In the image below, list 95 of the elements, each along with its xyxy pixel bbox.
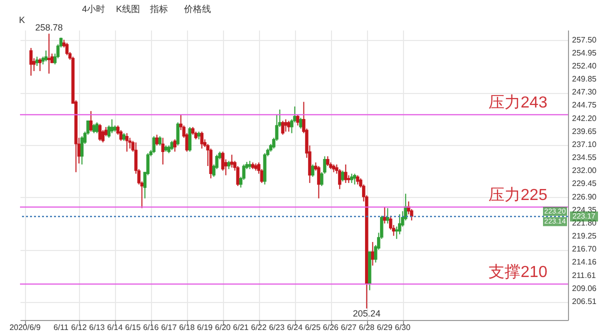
candlestick bbox=[95, 122, 99, 134]
candlestick bbox=[299, 117, 302, 130]
candlestick bbox=[281, 120, 284, 136]
candlestick bbox=[326, 156, 330, 167]
candlestick bbox=[338, 168, 342, 190]
candlestick bbox=[44, 50, 48, 62]
annotation: 258.78 bbox=[35, 22, 63, 33]
x-tick-label: 2020/6/9 bbox=[9, 323, 42, 332]
candlestick bbox=[128, 137, 132, 150]
candlestick bbox=[38, 58, 42, 72]
y-tick-label: 226.90 bbox=[572, 192, 598, 202]
candlestick bbox=[98, 123, 102, 142]
y-tick-label: 237.10 bbox=[572, 140, 598, 149]
y-tick-label: 247.30 bbox=[572, 88, 598, 97]
candlestick bbox=[161, 137, 164, 165]
candlestick bbox=[65, 42, 69, 56]
text: 指标 bbox=[149, 4, 168, 14]
candlestick bbox=[230, 154, 234, 168]
x-tick-label: 6/20 bbox=[215, 323, 232, 332]
y-tick-label: 242.20 bbox=[572, 114, 598, 123]
candlestick bbox=[371, 241, 374, 266]
y-tick-label: 214.16 bbox=[572, 258, 598, 267]
candlestick bbox=[398, 214, 402, 235]
candlestick bbox=[311, 164, 314, 178]
text: 价格线 bbox=[183, 4, 211, 14]
x-tick-label: 6/27 bbox=[340, 323, 358, 332]
y-tick-label: 206.51 bbox=[572, 296, 598, 306]
annotation: 205.24 bbox=[352, 308, 380, 319]
candlestick bbox=[92, 123, 96, 134]
candlestick bbox=[386, 208, 390, 224]
x-tick-label: 6/19 bbox=[197, 323, 214, 332]
y-tick-label: 254.95 bbox=[572, 48, 598, 58]
x-tick-label: 6/17 bbox=[161, 323, 178, 332]
y-tick-label: 234.55 bbox=[572, 153, 598, 162]
candlestick bbox=[152, 136, 156, 154]
x-tick-label: 6/18 bbox=[179, 323, 196, 332]
candlestick bbox=[170, 140, 174, 151]
x-tick-label: 6/13 bbox=[89, 323, 106, 332]
candlestick bbox=[125, 132, 129, 152]
candlestick bbox=[35, 56, 39, 66]
y-tick-label: 232.00 bbox=[572, 166, 598, 176]
x-tick-label: 6/30 bbox=[394, 323, 411, 332]
y-tick-label: 219.25 bbox=[572, 232, 598, 241]
candlestick bbox=[200, 131, 204, 150]
y-tick-label: 244.75 bbox=[572, 100, 598, 110]
candlestick bbox=[317, 166, 320, 199]
x-tick-label: 6/22 bbox=[250, 323, 268, 332]
x-tick-label: 6/15 bbox=[125, 323, 142, 332]
y-tick-label: 239.65 bbox=[572, 126, 598, 136]
candlestick bbox=[80, 136, 84, 165]
y-tick-label: 211.61 bbox=[572, 270, 596, 280]
text: 4小时 bbox=[82, 4, 106, 14]
y-tick-label: 252.40 bbox=[572, 61, 598, 70]
candlestick bbox=[209, 148, 212, 179]
candlestick bbox=[221, 151, 224, 172]
candlestick bbox=[89, 110, 93, 132]
ref-line-label: 压力225 bbox=[488, 186, 548, 204]
candlestick bbox=[356, 174, 360, 185]
candlestick bbox=[158, 136, 162, 146]
candlestick bbox=[188, 126, 192, 152]
y-tick-label: 229.45 bbox=[572, 179, 598, 188]
text: K线图 bbox=[116, 4, 140, 14]
y-tick-label: 216.70 bbox=[572, 244, 598, 254]
x-tick-label: 6/29 bbox=[376, 323, 393, 332]
candlestick bbox=[395, 226, 398, 240]
x-tick-label: 6/24 bbox=[286, 323, 304, 332]
x-tick-label: 6/26 bbox=[322, 323, 340, 332]
x-tick-label: 6/28 bbox=[358, 323, 376, 332]
candlestick bbox=[176, 122, 180, 146]
candlestick bbox=[29, 47, 33, 76]
candlestick bbox=[353, 173, 356, 185]
candlestick bbox=[119, 130, 123, 142]
candlestick bbox=[341, 170, 344, 182]
y-tick-label: 257.50 bbox=[572, 35, 598, 44]
x-tick-label: 6/23 bbox=[268, 323, 286, 332]
x-tick-label: 6/14 bbox=[107, 323, 124, 332]
y-tick-label: 249.85 bbox=[572, 74, 598, 84]
x-tick-label: 6/11 bbox=[53, 323, 69, 332]
candlestick bbox=[173, 138, 176, 152]
candlestick bbox=[110, 118, 114, 134]
candlestick bbox=[350, 173, 354, 184]
candlestick bbox=[383, 206, 386, 224]
candlestick bbox=[344, 164, 348, 184]
candlestick bbox=[287, 120, 290, 132]
x-tick-label: 6/16 bbox=[143, 323, 160, 332]
candlestick bbox=[296, 114, 300, 126]
x-tick-label: 6/12 bbox=[71, 323, 88, 332]
ref-line-label: 支撑210 bbox=[488, 263, 548, 282]
y-tick-label: 209.06 bbox=[572, 284, 598, 293]
candlestick bbox=[284, 118, 288, 132]
candlestick bbox=[47, 33, 51, 74]
x-tick-label: 6/25 bbox=[304, 323, 322, 332]
x-tick-label: 6/21 bbox=[233, 323, 250, 332]
chart-title: K bbox=[19, 15, 26, 25]
ref-line-label: 压力243 bbox=[488, 94, 548, 112]
